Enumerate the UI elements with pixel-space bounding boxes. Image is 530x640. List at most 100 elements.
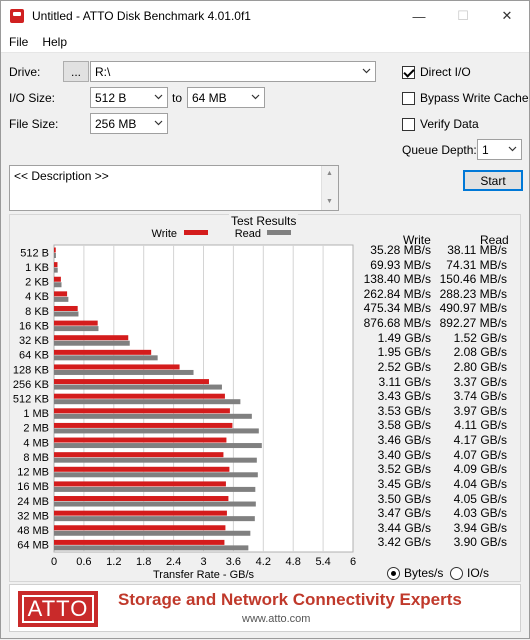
write-bar: [54, 320, 98, 326]
read-value: 4.07 GB/s: [453, 447, 507, 462]
category-label: 512 B: [20, 247, 49, 259]
chevron-down-icon: [154, 120, 163, 126]
read-value: 4.04 GB/s: [453, 476, 507, 491]
read-bar: [54, 384, 222, 390]
write-bar: [54, 393, 225, 399]
io-size-to-value: 64 MB: [192, 90, 227, 105]
chevron-down-icon: [154, 94, 163, 100]
close-button[interactable]: ✕: [501, 8, 513, 23]
direct-io-checkbox[interactable]: Direct I/O: [402, 65, 471, 79]
description-scrollbar[interactable]: ▲ ▼: [321, 166, 338, 210]
verify-data-checkbox[interactable]: Verify Data: [402, 117, 479, 131]
write-value: 1.95 GB/s: [377, 345, 431, 360]
write-bar: [54, 305, 78, 311]
x-tick-label: 3.6: [226, 556, 241, 568]
bypass-write-cache-checkbox[interactable]: Bypass Write Cache: [402, 91, 529, 105]
write-bar: [54, 349, 152, 355]
x-tick-label: 2.4: [166, 556, 181, 568]
category-label: 256 KB: [13, 379, 49, 391]
read-bar: [54, 472, 258, 478]
read-bar: [54, 296, 69, 302]
read-value: 288.23 MB/s: [439, 286, 507, 301]
read-bar: [54, 501, 256, 507]
io-per-sec-radio[interactable]: IO/s: [450, 566, 489, 580]
verify-data-label: Verify Data: [420, 117, 479, 131]
read-bar: [54, 253, 56, 258]
write-value: 3.42 GB/s: [377, 535, 431, 550]
io-size-to-select[interactable]: 64 MB: [187, 87, 265, 108]
write-value: 876.68 MB/s: [363, 316, 431, 331]
write-value: 262.84 MB/s: [363, 286, 431, 301]
write-bar: [54, 291, 68, 297]
bypass-write-cache-box[interactable]: [402, 91, 415, 105]
menu-file[interactable]: File: [9, 34, 29, 49]
read-bar: [54, 311, 79, 317]
app-icon: [10, 9, 24, 23]
x-tick-label: 1.8: [136, 556, 151, 568]
read-bar: [54, 340, 130, 346]
read-value: 892.27 MB/s: [439, 316, 507, 331]
read-bar: [54, 443, 262, 449]
start-button[interactable]: Start: [463, 170, 523, 191]
direct-io-box[interactable]: [402, 65, 415, 79]
write-value: 138.40 MB/s: [363, 272, 431, 287]
io-size-to-label: to: [172, 91, 183, 105]
read-value: 1.52 GB/s: [453, 330, 507, 345]
write-value: 3.45 GB/s: [377, 476, 431, 491]
drive-select[interactable]: R:\: [90, 61, 376, 82]
write-value: 3.47 GB/s: [377, 506, 431, 521]
menu-help[interactable]: Help: [42, 34, 68, 49]
read-value: 3.94 GB/s: [453, 520, 507, 535]
bytes-per-sec-dot[interactable]: [387, 566, 400, 580]
legend-write-swatch: [184, 230, 208, 235]
bytes-per-sec-radio[interactable]: Bytes/s: [387, 566, 443, 580]
x-tick-label: 1.2: [106, 556, 121, 568]
write-bar: [54, 262, 58, 268]
read-value: 3.74 GB/s: [453, 389, 507, 404]
scroll-down-icon[interactable]: ▼: [326, 198, 333, 205]
write-bar: [54, 408, 230, 414]
x-tick-label: 4.2: [256, 556, 271, 568]
write-bar: [54, 510, 227, 516]
legend-write-label: Write: [152, 228, 177, 240]
category-label: 1 MB: [23, 408, 49, 420]
read-value: 3.97 GB/s: [453, 403, 507, 418]
maximize-button[interactable]: ☐: [457, 8, 469, 23]
legend-read-swatch: [267, 230, 291, 235]
banner-tagline: Storage and Network Connectivity Experts: [118, 590, 462, 609]
write-value: 475.34 MB/s: [363, 301, 431, 316]
x-tick-label: 0: [51, 556, 57, 568]
write-bar: [54, 379, 209, 385]
read-bar: [54, 545, 249, 551]
read-bar: [54, 486, 256, 492]
title-bar[interactable]: Untitled - ATTO Disk Benchmark 4.01.0f1 …: [1, 1, 529, 31]
chevron-down-icon: [251, 94, 260, 100]
scroll-up-icon[interactable]: ▲: [326, 170, 333, 177]
browse-button[interactable]: ...: [63, 61, 89, 82]
category-label: 64 KB: [19, 350, 49, 362]
category-label: 128 KB: [13, 364, 49, 376]
description-textarea[interactable]: << Description >> ▲ ▼: [9, 165, 339, 211]
file-size-select[interactable]: 256 MB: [90, 113, 168, 134]
direct-io-label: Direct I/O: [420, 65, 471, 79]
queue-depth-select[interactable]: 1: [477, 139, 522, 160]
read-bar: [54, 413, 252, 419]
write-value: 3.43 GB/s: [377, 389, 431, 404]
atto-logo: ATTO: [18, 591, 98, 627]
category-label: 4 KB: [25, 291, 49, 303]
x-tick-label: 3: [200, 556, 206, 568]
read-bar: [54, 530, 251, 536]
write-value: 3.52 GB/s: [377, 462, 431, 477]
write-value: 2.52 GB/s: [377, 359, 431, 374]
verify-data-box[interactable]: [402, 117, 415, 131]
io-size-label: I/O Size:: [9, 91, 56, 105]
write-bar: [54, 496, 229, 502]
read-value: 2.08 GB/s: [453, 345, 507, 360]
io-per-sec-dot[interactable]: [450, 566, 463, 580]
write-bar: [54, 247, 56, 253]
minimize-button[interactable]: —: [412, 8, 426, 24]
write-bar: [54, 481, 226, 487]
io-size-from-select[interactable]: 512 B: [90, 87, 168, 108]
x-tick-label: 0.6: [76, 556, 91, 568]
atto-banner: ATTO Storage and Network Connectivity Ex…: [9, 584, 521, 632]
